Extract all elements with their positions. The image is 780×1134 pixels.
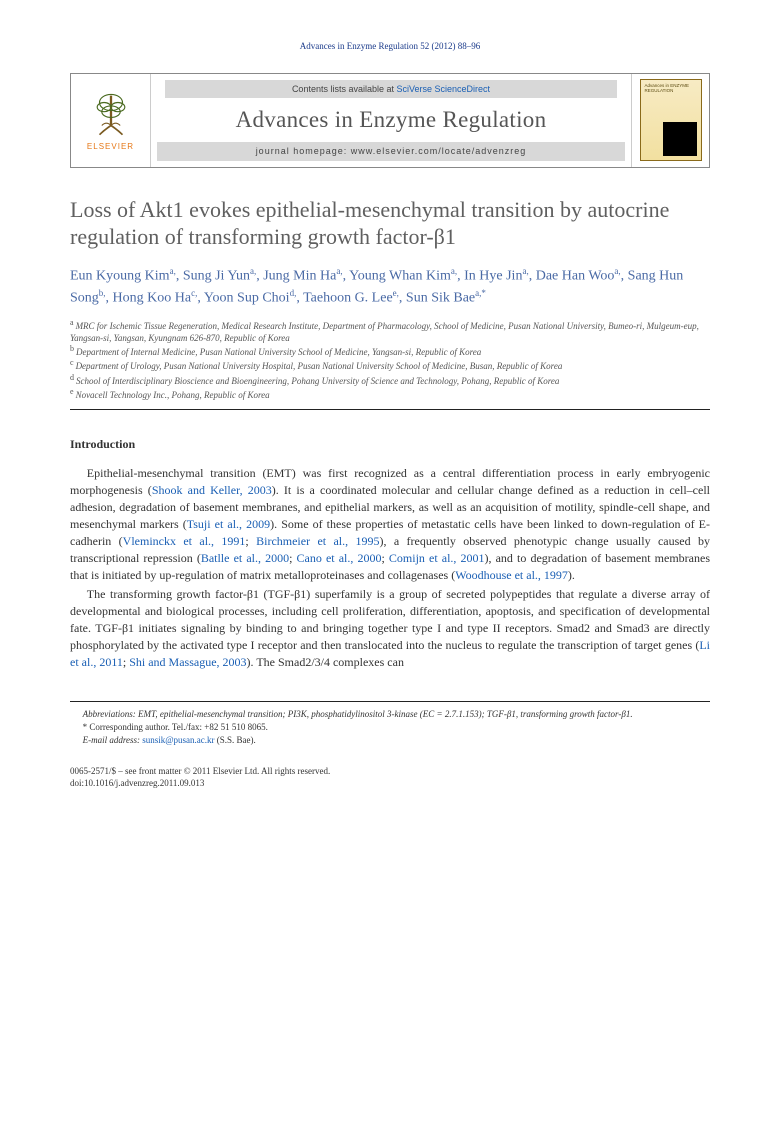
- contents-available-bar: Contents lists available at SciVerse Sci…: [165, 80, 617, 99]
- sup-separator: ,: [618, 266, 620, 276]
- contents-prefix: Contents lists available at: [292, 84, 397, 94]
- affiliation-item: c Department of Urology, Pusan National …: [70, 358, 710, 372]
- text: The transforming growth factor-β1 (TGF-β…: [70, 587, 710, 652]
- author-name: Sun Sik Bae: [406, 290, 475, 305]
- citation-link[interactable]: Comijn et al., 2001: [389, 551, 485, 565]
- citation-link[interactable]: Batlle et al., 2000: [201, 551, 289, 565]
- email-line: E-mail address: sunsik@pusan.ac.kr (S.S.…: [70, 734, 710, 746]
- sup-separator: ,: [103, 288, 105, 298]
- sup-separator: ,: [294, 288, 296, 298]
- citation-link[interactable]: Cano et al., 2000: [297, 551, 382, 565]
- running-header: Advances in Enzyme Regulation 52 (2012) …: [70, 40, 710, 53]
- sciencedirect-link[interactable]: SciVerse ScienceDirect: [397, 84, 491, 94]
- citation-link[interactable]: Birchmeier et al., 1995: [256, 534, 379, 548]
- sup-separator: ,: [174, 266, 176, 276]
- affiliation-item: a MRC for Ischemic Tissue Regeneration, …: [70, 318, 710, 344]
- text: ).: [568, 568, 575, 582]
- sup-separator: ,: [340, 266, 342, 276]
- text: ;: [381, 551, 388, 565]
- article-title: Loss of Akt1 evokes epithelial-mesenchym…: [70, 196, 710, 251]
- text: ). The Smad2/3/4 complexes can: [247, 655, 404, 669]
- affiliation-text: MRC for Ischemic Tissue Regeneration, Me…: [70, 321, 699, 343]
- citation-link[interactable]: Shook and Keller, 2003: [152, 483, 272, 497]
- journal-cover-thumbnail: Advances in ENZYME REGULATION: [640, 79, 702, 161]
- elsevier-tree-icon: [86, 89, 136, 139]
- sup-separator: ,: [195, 288, 197, 298]
- author-affil-sup: a,*: [475, 288, 486, 298]
- affiliation-list: a MRC for Ischemic Tissue Regeneration, …: [70, 318, 710, 401]
- footnotes: Abbreviations: EMT, epithelial-mesenchym…: [70, 701, 710, 746]
- citation-link[interactable]: Shi and Massague, 2003: [129, 655, 246, 669]
- publisher-label: ELSEVIER: [87, 141, 134, 152]
- sup-separator: ,: [397, 288, 399, 298]
- doi-line: doi:10.1016/j.advenzreg.2011.09.013: [70, 777, 710, 789]
- author-name: Hong Koo Ha: [113, 290, 192, 305]
- divider: [70, 409, 710, 410]
- journal-name: Advances in Enzyme Regulation: [157, 104, 625, 136]
- author-name: Taehoon G. Lee: [303, 290, 393, 305]
- affiliation-text: Novacell Technology Inc., Pohang, Republ…: [76, 390, 270, 400]
- author-name: Dae Han Woo: [536, 269, 615, 284]
- citation-link[interactable]: Vleminckx et al., 1991: [123, 534, 246, 548]
- citation-link[interactable]: Woodhouse et al., 1997: [455, 568, 568, 582]
- author-name: In Hye Jin: [464, 269, 522, 284]
- journal-homepage-bar[interactable]: journal homepage: www.elsevier.com/locat…: [157, 142, 625, 161]
- sup-separator: ,: [254, 266, 256, 276]
- author-list: Eun Kyoung Kima,, Sung Ji Yuna,, Jung Mi…: [70, 265, 710, 308]
- author-name: Young Whan Kim: [349, 269, 451, 284]
- affiliation-item: b Department of Internal Medicine, Pusan…: [70, 344, 710, 358]
- intro-paragraph-1: Epithelial-mesenchymal transition (EMT) …: [70, 465, 710, 584]
- author-name: Jung Min Ha: [263, 269, 336, 284]
- affiliation-text: Department of Urology, Pusan National Un…: [76, 361, 563, 371]
- copyright-line: 0065-2571/$ – see front matter © 2011 El…: [70, 765, 710, 777]
- email-link[interactable]: sunsik@pusan.ac.kr: [142, 735, 214, 745]
- publisher-logo-cell: ELSEVIER: [71, 74, 151, 167]
- author-name: Eun Kyoung Kim: [70, 269, 170, 284]
- author-name: Sung Ji Yun: [183, 269, 250, 284]
- email-suffix: (S.S. Bae).: [215, 735, 256, 745]
- affiliation-text: School of Interdisciplinary Bioscience a…: [76, 376, 559, 386]
- journal-header-mid: Contents lists available at SciVerse Sci…: [151, 74, 631, 167]
- author-name: Yoon Sup Choi: [204, 290, 290, 305]
- email-label: E-mail address:: [83, 735, 143, 745]
- intro-paragraph-2: The transforming growth factor-β1 (TGF-β…: [70, 586, 710, 671]
- affiliation-item: d School of Interdisciplinary Bioscience…: [70, 373, 710, 387]
- section-heading-introduction: Introduction: [70, 436, 710, 453]
- journal-header-box: ELSEVIER Contents lists available at Sci…: [70, 73, 710, 168]
- text: ;: [245, 534, 256, 548]
- text: ;: [289, 551, 296, 565]
- citation-link[interactable]: Tsuji et al., 2009: [187, 517, 270, 531]
- corresponding-author: * Corresponding author. Tel./fax: +82 51…: [70, 721, 710, 733]
- cover-thumb-title: Advances in ENZYME REGULATION: [645, 84, 697, 94]
- affiliation-item: e Novacell Technology Inc., Pohang, Repu…: [70, 387, 710, 401]
- sup-separator: ,: [526, 266, 528, 276]
- sup-separator: ,: [455, 266, 457, 276]
- abbreviations: Abbreviations: EMT, epithelial-mesenchym…: [70, 708, 710, 720]
- affiliation-text: Department of Internal Medicine, Pusan N…: [76, 347, 481, 357]
- copyright-footer: 0065-2571/$ – see front matter © 2011 El…: [70, 765, 710, 789]
- cover-thumb-cell: Advances in ENZYME REGULATION: [631, 74, 709, 167]
